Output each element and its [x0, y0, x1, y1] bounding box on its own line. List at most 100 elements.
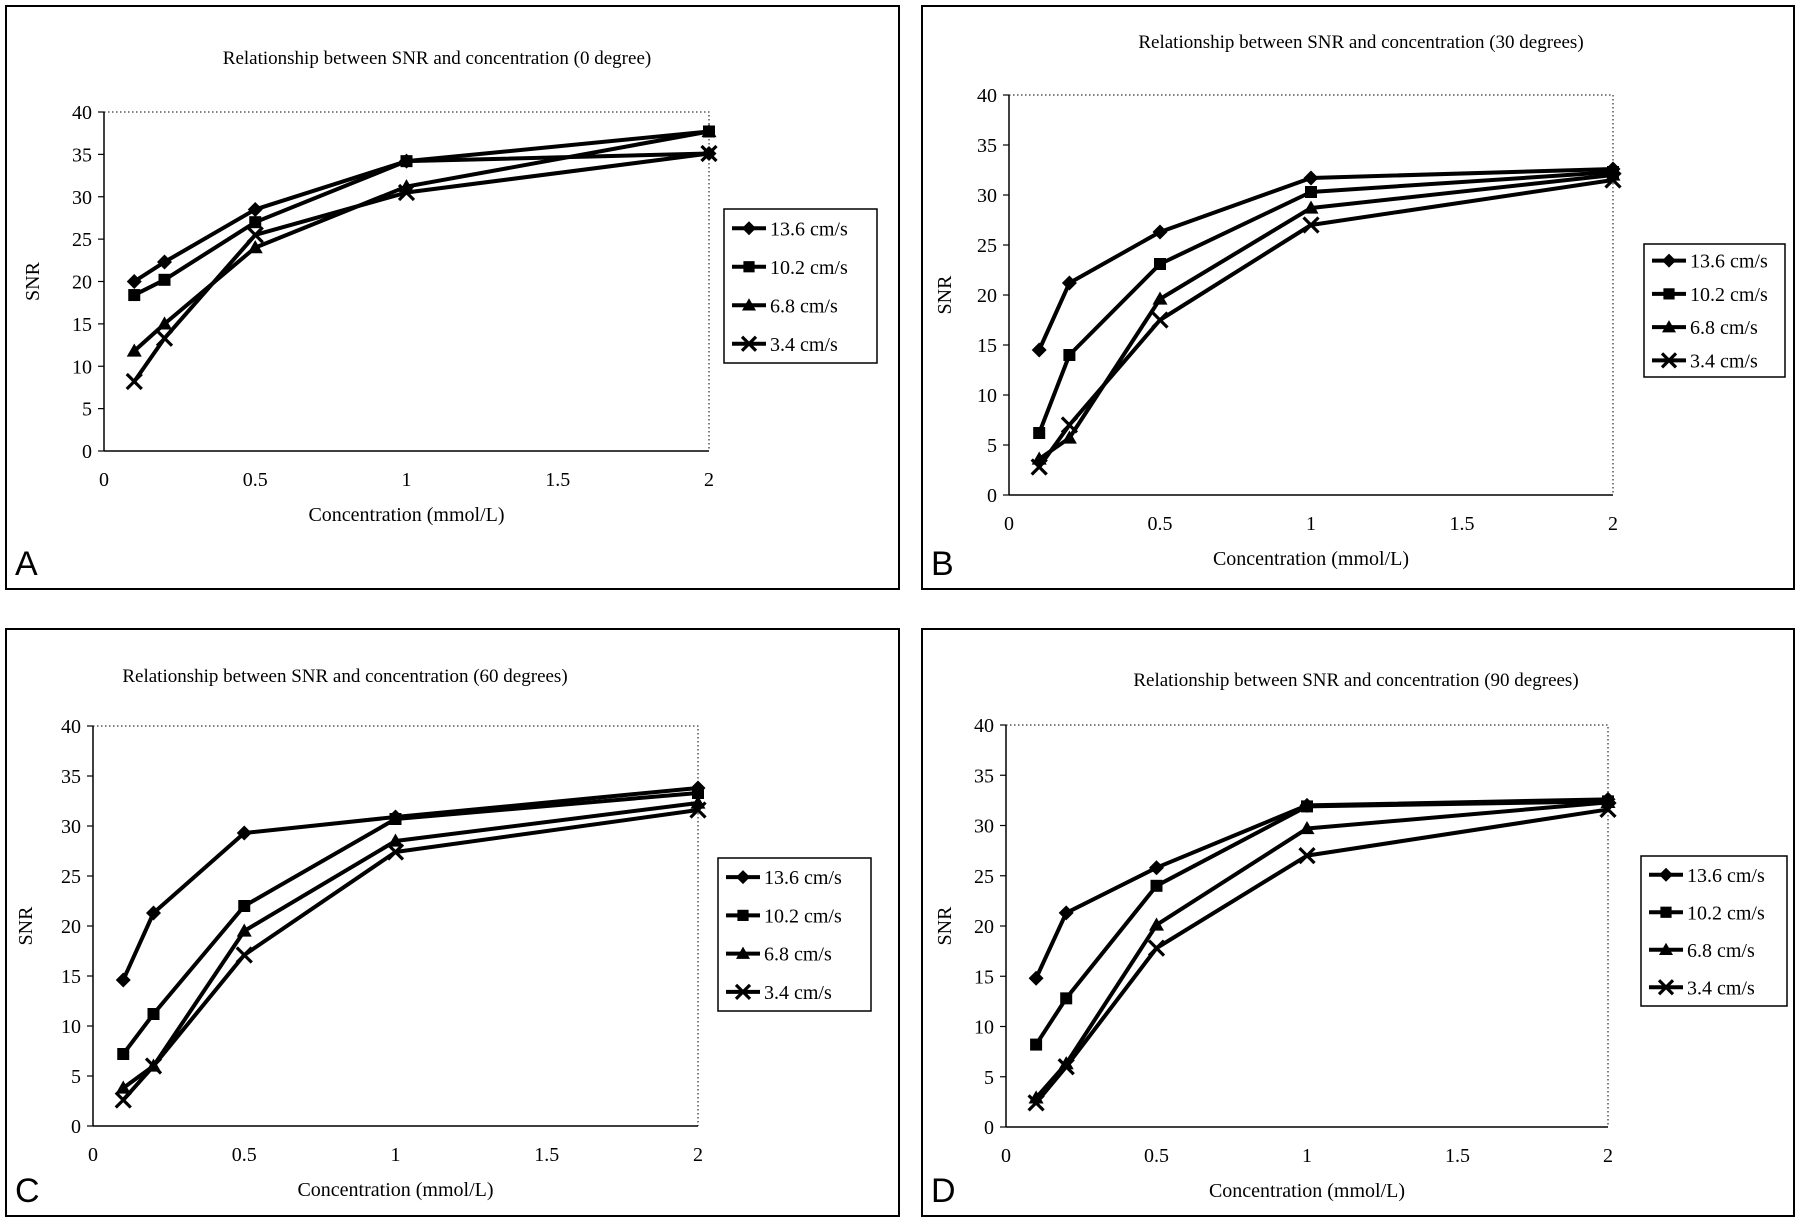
- chart-d-legend-marker: [1657, 979, 1675, 996]
- chart-d-series-2-line: [1034, 800, 1609, 1100]
- chart-c-series-3-point: [235, 946, 253, 964]
- chart-c-legend-marker: [736, 870, 750, 885]
- chart-c-y-tick-label: 0: [71, 1116, 81, 1138]
- chart-d-series-3-line: [1034, 807, 1609, 1105]
- chart-b-legend-label: 13.6 cm/s: [1690, 251, 1768, 273]
- chart-a-series-3-point: [125, 372, 143, 391]
- chart-a-series-0-point: [247, 201, 263, 217]
- chart-c-series-1-line: [121, 791, 699, 1056]
- chart-d-y-tick-label: 20: [974, 916, 994, 938]
- chart-d-series-3-point: [1057, 1058, 1075, 1076]
- chart-b-y-tick-label: 20: [977, 285, 997, 307]
- chart-b-title: Relationship between SNR and concentrati…: [1138, 32, 1583, 53]
- chart-d-plot-border: [1006, 724, 1609, 1127]
- chart-d-y-tick-label: 35: [974, 765, 994, 787]
- chart-c-series-1-point: [389, 813, 402, 825]
- chart-c-y-tick-label: 30: [61, 816, 81, 838]
- chart-c-series-0-point: [146, 905, 161, 921]
- chart-c-y-tick-label: 10: [61, 1016, 81, 1038]
- chart-b-legend-marker: [1662, 320, 1676, 333]
- chart-c-series-3-point-stroke-2: [386, 843, 405, 861]
- chart-d-x-axis-label: Concentration (mmol/L): [1209, 1180, 1405, 1202]
- chart-a-x-tick-label: 0.5: [243, 469, 268, 491]
- chart-c-legend-label: 10.2 cm/s: [764, 905, 842, 927]
- chart-b-series-1-point: [1154, 258, 1166, 270]
- chart-c-legend-label: 13.6 cm/s: [764, 867, 842, 889]
- chart-b-series-0-point: [1303, 170, 1319, 186]
- chart-b-series-2-line: [1038, 173, 1614, 461]
- chart-b-y-tick-label: 15: [977, 335, 997, 357]
- chart-d-series-3-point: [1599, 800, 1617, 819]
- chart-b-legend-label: 3.4 cm/s: [1690, 350, 1758, 372]
- chart-a-series-1-point: [400, 155, 413, 168]
- chart-c-series-0-point: [236, 825, 252, 841]
- chart-a-series-3-point: [246, 226, 264, 244]
- chart-b-series-0-line: [1037, 167, 1614, 351]
- chart-a-legend-marker: [740, 335, 758, 352]
- chart-a-legend-marker: [742, 221, 756, 236]
- chart-c-legend-label: 3.4 cm/s: [764, 982, 832, 1004]
- chart-d-legend-marker-stroke-2: [1657, 979, 1675, 996]
- chart-a-series-1-point: [158, 273, 171, 286]
- chart-a-series-3-point-stroke-2: [246, 226, 264, 244]
- chart-a-x-tick-label: 0: [99, 469, 109, 491]
- chart-d-series-2-point: [1149, 917, 1164, 931]
- chart-d-x-tick-label: 0.5: [1144, 1145, 1169, 1167]
- chart-b-series-3-point-stroke-2: [1030, 458, 1048, 476]
- chart-b-series-3-point-stroke-2: [1151, 311, 1169, 329]
- chart-d-title: Relationship between SNR and concentrati…: [1133, 670, 1578, 691]
- chart-d-legend-label: 3.4 cm/s: [1687, 977, 1755, 999]
- chart-a-series-2-point: [701, 123, 717, 138]
- chart-b-series-3-point: [1030, 458, 1048, 476]
- chart-d-y-tick-label: 40: [974, 715, 994, 737]
- chart-c-series-0-point: [115, 972, 131, 988]
- chart-c-y-tick-label: 5: [71, 1066, 81, 1088]
- chart-b-legend-label: 10.2 cm/s: [1690, 284, 1768, 306]
- chart-b-series-2-point: [1061, 430, 1077, 444]
- chart-b-series-3-point: [1302, 216, 1320, 234]
- chart-a-series-1-point: [249, 216, 262, 229]
- chart-c-legend-marker: [736, 946, 750, 959]
- chart-a-svg: Relationship between SNR and concentrati…: [22, 48, 878, 526]
- chart-d-series-2-point: [1299, 821, 1315, 835]
- chart-b-x-tick-label: 1: [1306, 513, 1316, 535]
- chart-b-series-1-point: [1033, 427, 1046, 439]
- chart-d-series-1-point: [1030, 1038, 1043, 1051]
- chart-b-legend-marker-stroke-2: [1660, 352, 1678, 369]
- chart-a-series-3-point: [397, 183, 416, 202]
- chart-d-series-3-point-stroke-2: [1147, 939, 1166, 957]
- chart-a-series-0-line: [133, 151, 710, 284]
- chart-c-series-3-point-stroke-2: [114, 1091, 132, 1109]
- chart-a-series-3-point: [155, 329, 174, 347]
- chart-a-series-2-point: [247, 240, 263, 254]
- chart-c-series-2-point: [388, 833, 403, 847]
- panel-label-d: D: [931, 1172, 956, 1210]
- chart-c-legend-marker: [737, 909, 749, 921]
- chart-c-x-tick-label: 0.5: [232, 1144, 257, 1166]
- chart-d-series-1-point: [1060, 992, 1073, 1005]
- chart-d-y-tick-label: 15: [974, 966, 994, 988]
- chart-a-y-tick-label: 20: [72, 272, 92, 294]
- chart-a-y-tick-label: 10: [72, 356, 92, 378]
- chart-a-x-tick-label: 2: [704, 469, 714, 491]
- chart-c-series-3-line: [121, 808, 699, 1102]
- chart-b-series-3-line: [1037, 178, 1614, 469]
- chart-c-y-tick-label: 20: [61, 916, 81, 938]
- chart-d-svg: Relationship between SNR and concentrati…: [934, 670, 1788, 1202]
- chart-a-x-tick-label: 1: [402, 469, 412, 491]
- chart-d-y-axis-label: SNR: [934, 906, 956, 946]
- chart-d-legend-marker: [1660, 906, 1672, 918]
- chart-c-title: Relationship between SNR and concentrati…: [122, 666, 567, 687]
- chart-b-legend: [1643, 243, 1786, 378]
- chart-c-y-axis-label: SNR: [15, 906, 37, 946]
- chart-b-series-0-point: [1031, 342, 1047, 358]
- chart-d-x-tick-label: 1.5: [1445, 1145, 1470, 1167]
- chart-b-series-0-point: [1152, 224, 1168, 240]
- chart-b-series-3-point: [1060, 416, 1079, 434]
- chart-d-series-3-point-stroke-2: [1599, 800, 1617, 819]
- chart-a-series-1-point: [128, 289, 141, 302]
- chart-b-y-tick-label: 35: [977, 135, 997, 157]
- chart-b-y-tick-label: 0: [987, 485, 997, 507]
- chart-d-legend-label: 13.6 cm/s: [1687, 865, 1765, 887]
- chart-panel-a: Relationship between SNR and concentrati…: [5, 5, 900, 590]
